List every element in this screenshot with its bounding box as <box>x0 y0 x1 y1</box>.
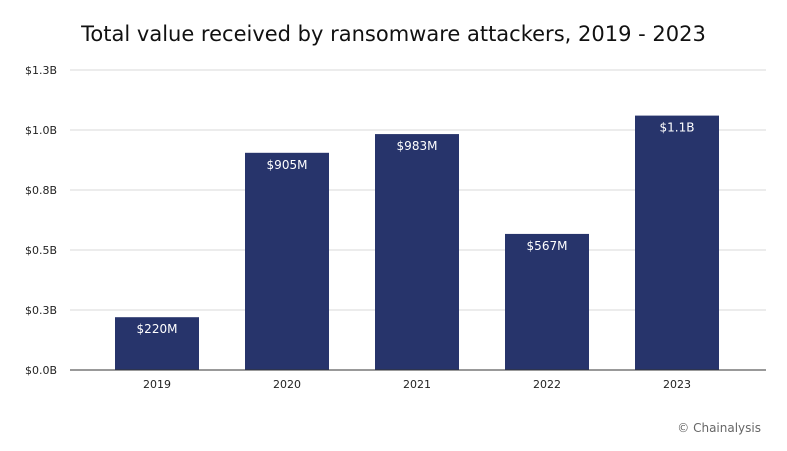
x-axis-tick-labels: 2019 2020 2021 2022 2023 <box>143 378 691 391</box>
bar-value-label: $905M <box>267 158 308 172</box>
y-tick-label: $1.3B <box>25 64 57 77</box>
bar-value-label: $220M <box>137 322 178 336</box>
chart-title: Total value received by ransomware attac… <box>81 22 706 46</box>
source-credit: © Chainalysis <box>677 421 761 435</box>
x-tick-label: 2022 <box>533 378 561 391</box>
bar-value-label: $983M <box>397 139 438 153</box>
bar <box>505 233 589 370</box>
bar <box>115 317 199 370</box>
bar-value-label: $1.1B <box>660 121 695 135</box>
bar <box>375 134 459 370</box>
bar <box>635 115 719 370</box>
x-tick-label: 2019 <box>143 378 171 391</box>
bars <box>115 115 719 370</box>
y-tick-label: $1.0B <box>25 124 57 137</box>
y-tick-label: $0.0B <box>25 364 57 377</box>
x-tick-label: 2023 <box>663 378 691 391</box>
y-tick-label: $0.5B <box>25 244 57 257</box>
bar-value-label: $567M <box>527 239 568 253</box>
y-tick-label: $0.8B <box>25 184 57 197</box>
y-tick-label: $0.3B <box>25 304 57 317</box>
bar-value-labels: $220M $905M $983M $567M $1.1B <box>137 121 695 337</box>
y-axis-tick-labels: $0.0B $0.3B $0.5B $0.8B $1.0B $1.3B <box>25 64 57 377</box>
x-tick-label: 2020 <box>273 378 301 391</box>
bar <box>245 152 329 370</box>
x-tick-label: 2021 <box>403 378 431 391</box>
